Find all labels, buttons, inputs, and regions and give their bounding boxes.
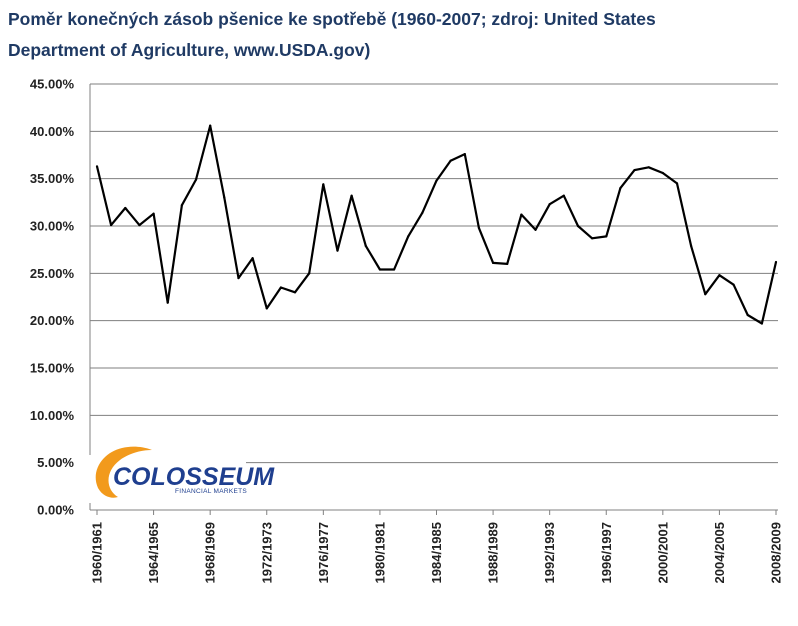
chart-title-line-1: Poměr konečných zásob pšenice ke spotřeb… bbox=[8, 9, 656, 29]
gridlines bbox=[90, 83, 778, 464]
y-tick-label: 0.00% bbox=[37, 503, 74, 518]
data-point bbox=[633, 169, 636, 172]
data-point bbox=[124, 206, 127, 210]
chart-title: Poměr konečných zásob pšenice ke spotřeb… bbox=[8, 4, 788, 66]
data-point bbox=[180, 204, 183, 207]
y-tick-label: 30.00% bbox=[30, 219, 75, 234]
data-point bbox=[336, 249, 339, 252]
data-point bbox=[562, 194, 565, 197]
data-point bbox=[421, 211, 424, 214]
series-polyline bbox=[95, 124, 778, 325]
x-tick-label: 1980/1981 bbox=[372, 522, 387, 583]
data-point bbox=[605, 235, 608, 238]
x-tick-label: 1964/1965 bbox=[146, 522, 161, 583]
data-point bbox=[435, 179, 438, 182]
data-point bbox=[194, 178, 198, 181]
x-tick-label: 1960/1961 bbox=[90, 522, 105, 583]
data-point bbox=[718, 274, 721, 277]
y-tick-label: 45.00% bbox=[30, 77, 75, 92]
data-point bbox=[704, 293, 707, 296]
data-point bbox=[548, 203, 551, 206]
data-point bbox=[477, 226, 481, 229]
y-tick-label: 15.00% bbox=[30, 361, 75, 376]
data-point bbox=[732, 283, 735, 286]
x-tick-label: 2004/2005 bbox=[712, 522, 727, 583]
logo-wordmark: COLOSSEUM bbox=[113, 463, 275, 491]
colosseum-logo: COLOSSEUM FINANCIAL MARKETS bbox=[86, 446, 275, 503]
y-tick-label: 5.00% bbox=[37, 455, 74, 470]
x-tick-label: 2008/2009 bbox=[769, 522, 784, 583]
data-point bbox=[166, 301, 169, 304]
x-tick-label: 2000/2001 bbox=[655, 522, 670, 583]
data-point bbox=[308, 272, 311, 275]
data-point bbox=[322, 183, 325, 186]
data-point bbox=[774, 260, 778, 264]
x-tick-label: 1968/1969 bbox=[203, 522, 218, 583]
data-point bbox=[760, 322, 763, 325]
data-point bbox=[95, 165, 99, 168]
data-point bbox=[534, 228, 537, 231]
logo-swoosh-icon bbox=[95, 446, 152, 498]
data-point bbox=[661, 171, 664, 175]
data-point bbox=[237, 276, 240, 280]
data-point bbox=[690, 244, 693, 247]
data-point bbox=[463, 152, 466, 156]
y-tick-label: 20.00% bbox=[30, 313, 75, 328]
data-point bbox=[619, 187, 622, 190]
data-point bbox=[138, 223, 141, 227]
x-axis: 1960/1961 1964/1965 1968/1969 1972/1973 1976… bbox=[90, 509, 784, 583]
y-axis: 0.00% 5.00% 10.00% 15.00% 20.00% 25.00% 30.00%… bbox=[30, 77, 91, 518]
data-point bbox=[152, 212, 155, 215]
data-point bbox=[449, 159, 452, 162]
data-point bbox=[350, 194, 353, 197]
data-point bbox=[279, 286, 282, 289]
y-tick-label: 10.00% bbox=[30, 408, 75, 423]
chart-title-line-2: Department of Agriculture, www.USDA.gov) bbox=[8, 40, 371, 60]
data-point bbox=[675, 182, 679, 185]
x-tick-label: 1992/1993 bbox=[542, 522, 557, 583]
x-tick-label: 1984/1985 bbox=[429, 522, 444, 583]
x-tick-label: 1988/1989 bbox=[486, 522, 501, 583]
x-tick-label: 1972/1973 bbox=[259, 522, 274, 583]
series-line bbox=[95, 124, 778, 325]
data-point bbox=[251, 257, 254, 260]
data-point bbox=[110, 223, 113, 227]
data-point bbox=[293, 291, 297, 294]
data-point bbox=[576, 224, 580, 228]
data-point bbox=[392, 268, 396, 271]
data-point bbox=[520, 213, 523, 216]
data-point bbox=[407, 235, 410, 238]
data-point bbox=[746, 313, 749, 317]
data-point bbox=[378, 268, 382, 271]
x-tick-label: 1996/1997 bbox=[599, 522, 614, 583]
data-point bbox=[491, 261, 495, 265]
data-point bbox=[591, 237, 594, 240]
logo-subtext: FINANCIAL MARKETS bbox=[175, 488, 247, 495]
y-tick-label: 25.00% bbox=[30, 266, 75, 281]
data-point bbox=[223, 196, 226, 199]
data-point bbox=[209, 124, 212, 127]
data-point bbox=[647, 166, 650, 169]
data-point bbox=[265, 307, 268, 310]
data-point bbox=[506, 262, 509, 265]
y-tick-label: 35.00% bbox=[30, 171, 75, 186]
x-tick-label: 1976/1977 bbox=[316, 522, 331, 583]
y-tick-label: 40.00% bbox=[30, 124, 75, 139]
data-point bbox=[364, 244, 367, 247]
